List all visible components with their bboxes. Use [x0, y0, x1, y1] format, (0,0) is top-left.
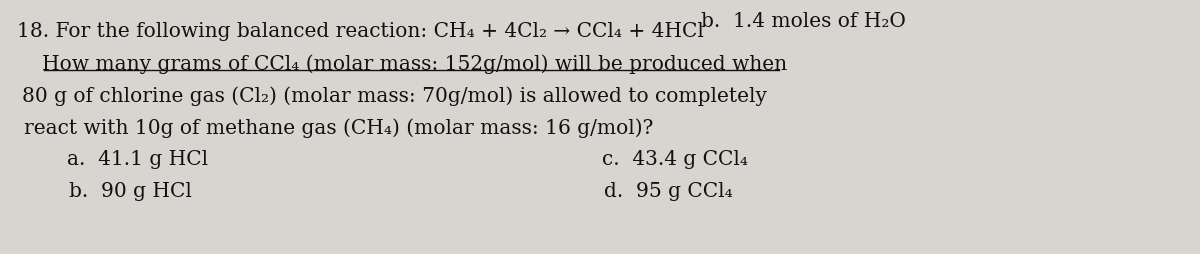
Text: How many grams of CCl₄ (molar mass: 152g/mol) will be produced when: How many grams of CCl₄ (molar mass: 152g…: [42, 54, 787, 74]
Text: b.  90 g HCl: b. 90 g HCl: [70, 182, 192, 201]
Text: a.  41.1 g HCl: a. 41.1 g HCl: [67, 150, 208, 169]
Text: react with 10g of methane gas (CH₄) (molar mass: 16 g/mol)?: react with 10g of methane gas (CH₄) (mol…: [24, 118, 654, 138]
Text: d.  95 g CCl₄: d. 95 g CCl₄: [605, 182, 733, 201]
Text: 18. For the following balanced reaction: CH₄ + 4Cl₂ → CCl₄ + 4HCl: 18. For the following balanced reaction:…: [17, 22, 703, 41]
Text: b.  1.4 moles of H₂O: b. 1.4 moles of H₂O: [701, 12, 906, 31]
Text: c.  43.4 g CCl₄: c. 43.4 g CCl₄: [602, 150, 748, 169]
Text: 80 g of chlorine gas (Cl₂) (molar mass: 70g/mol) is allowed to completely: 80 g of chlorine gas (Cl₂) (molar mass: …: [22, 86, 767, 106]
